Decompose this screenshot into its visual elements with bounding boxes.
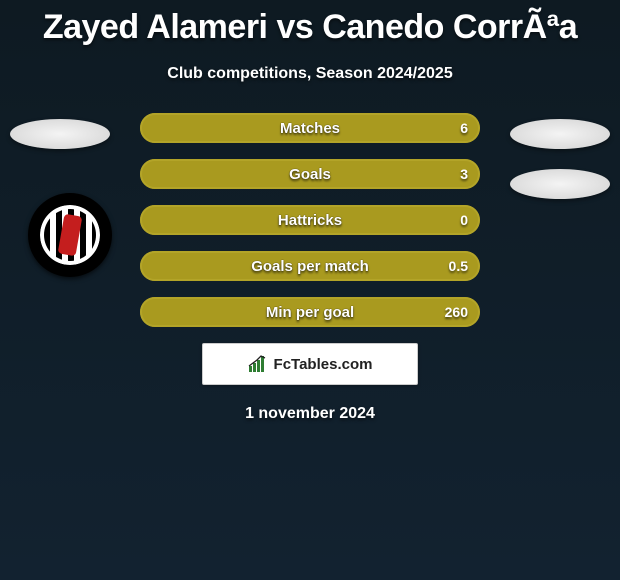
stat-value-right: 260 (445, 297, 468, 327)
brand-text: FcTables.com (274, 356, 373, 373)
stats-bars: Matches6Goals3Hattricks0Goals per match0… (140, 113, 480, 327)
stat-value-right: 0.5 (449, 251, 468, 281)
stat-value-right: 3 (460, 159, 468, 189)
player1-photo-placeholder (10, 119, 110, 149)
stat-row-matches: Matches6 (140, 113, 480, 143)
player1-club-badge (28, 193, 112, 277)
stat-label: Goals per match (140, 251, 480, 281)
player2-photo-placeholder (510, 119, 610, 149)
page-subtitle: Club competitions, Season 2024/2025 (0, 65, 620, 83)
stat-label: Goals (140, 159, 480, 189)
player2-club-placeholder (510, 169, 610, 199)
stat-label: Hattricks (140, 205, 480, 235)
brand-bars-icon (248, 355, 268, 373)
stat-row-hattricks: Hattricks0 (140, 205, 480, 235)
stat-label: Matches (140, 113, 480, 143)
stat-row-goals-per-match: Goals per match0.5 (140, 251, 480, 281)
comparison-arena: Matches6Goals3Hattricks0Goals per match0… (0, 113, 620, 327)
stat-row-goals: Goals3 (140, 159, 480, 189)
stat-value-right: 0 (460, 205, 468, 235)
brand-box[interactable]: FcTables.com (202, 343, 418, 385)
stat-label: Min per goal (140, 297, 480, 327)
stat-value-right: 6 (460, 113, 468, 143)
stat-row-min-per-goal: Min per goal260 (140, 297, 480, 327)
snapshot-date: 1 november 2024 (0, 405, 620, 423)
page-title: Zayed Alameri vs Canedo CorrÃªa (0, 0, 620, 47)
